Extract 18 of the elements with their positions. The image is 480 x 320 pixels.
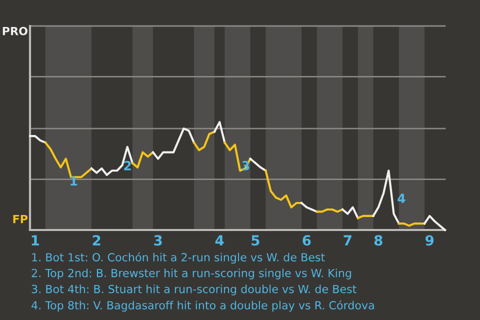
x-tick-label: 3 [154, 235, 162, 246]
x-tick-label: 9 [426, 235, 434, 246]
text: PRO [2, 26, 28, 36]
x-tick-label: 5 [252, 235, 260, 246]
text: 3. Bot 4th: B. Stuart hit a run-scoring double vs W. de Best [32, 284, 356, 296]
x-tick-label: 4 [215, 235, 224, 246]
x-tick-label: 2 [92, 235, 100, 246]
x-tick-label: 7 [344, 235, 352, 246]
annotation: 4 [398, 194, 406, 203]
annotation: 2 [124, 160, 131, 170]
text: FP [13, 214, 28, 224]
text: 4. Top 8th: V. Bagdasaroff hit into a double play vs R. Córdova [32, 300, 374, 312]
text: 2. Top 2nd: B. Brewster hit a run-scoring single vs W. King [32, 268, 352, 280]
annotation: 1 [70, 176, 78, 186]
text: 1. Bot 1st: O. Cochón hit a 2-run single vs W. de Best [32, 252, 325, 264]
x-tick-label: 8 [374, 235, 382, 246]
x-tick-label: 6 [302, 235, 311, 246]
x-tick-label: 1 [32, 235, 39, 246]
